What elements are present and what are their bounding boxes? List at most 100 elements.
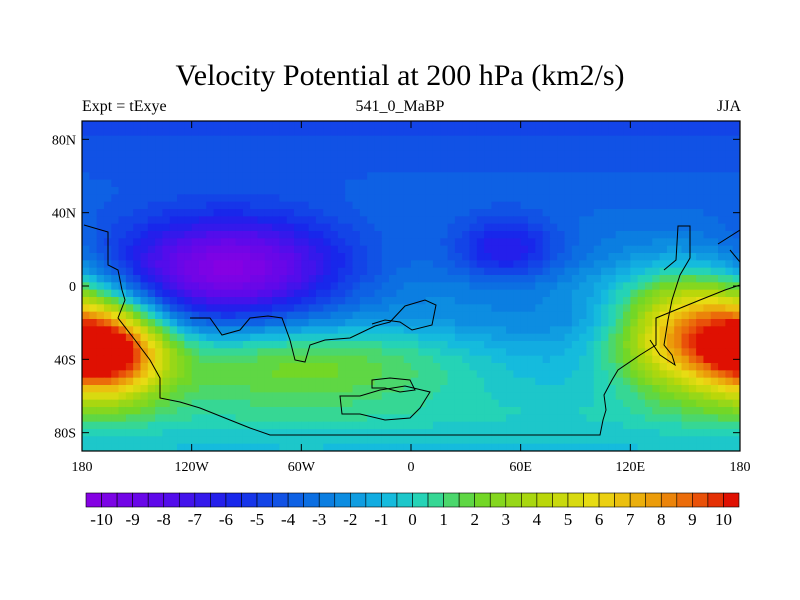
field-cell: [250, 355, 259, 364]
field-cell: [118, 143, 127, 151]
field-cell: [681, 150, 690, 159]
colorbar-label: 4: [533, 510, 542, 529]
field-cell: [542, 341, 551, 349]
field-cell: [447, 414, 456, 423]
field-cell: [118, 297, 127, 305]
field-cell: [264, 201, 273, 210]
field-cell: [732, 238, 740, 247]
field-cell: [323, 245, 332, 254]
field-cell: [264, 355, 273, 364]
field-cell: [389, 407, 397, 415]
field-cell: [206, 363, 215, 371]
field-cell: [242, 311, 251, 320]
field-cell: [82, 121, 90, 129]
field-cell: [257, 157, 266, 166]
field-cell: [652, 135, 661, 144]
field-cell: [345, 245, 354, 254]
field-cell: [389, 363, 397, 371]
field-cell: [440, 121, 449, 129]
field-cell: [462, 414, 471, 423]
field-cell: [147, 429, 156, 437]
coastline-africa-europe: [190, 299, 437, 363]
field-cell: [571, 414, 580, 423]
field-cell: [111, 157, 120, 166]
x-tick-label: 0: [408, 460, 415, 475]
field-cell: [162, 172, 171, 181]
field-cell: [630, 121, 639, 129]
field-cell: [337, 216, 346, 225]
field-cell: [367, 392, 376, 401]
field-cell: [96, 304, 105, 313]
field-cell: [542, 443, 551, 451]
field-cell: [396, 201, 405, 210]
field-cell: [732, 436, 740, 445]
field-cell: [549, 194, 558, 203]
field-cell: [513, 421, 522, 430]
field-cell: [579, 414, 588, 423]
field-cell: [571, 201, 580, 210]
field-cell: [696, 311, 705, 320]
field-cell: [191, 194, 200, 203]
field-cell: [323, 223, 332, 232]
field-cell: [425, 135, 434, 144]
field-cell: [359, 341, 368, 349]
field-cell: [125, 150, 134, 159]
field-cell: [169, 121, 178, 129]
field-cell: [469, 201, 478, 210]
field-cell: [250, 201, 259, 210]
field-cell: [242, 304, 251, 313]
field-cell: [286, 377, 295, 386]
field-cell: [418, 363, 427, 371]
field-cell: [198, 436, 207, 445]
field-cell: [476, 297, 485, 305]
field-cell: [396, 260, 405, 269]
field-cell: [294, 216, 302, 225]
field-cell: [125, 223, 134, 232]
field-cell: [718, 231, 726, 239]
field-cell: [710, 443, 719, 451]
field-cell: [308, 304, 317, 313]
field-cell: [359, 223, 368, 232]
field-cell: [191, 128, 200, 137]
field-cell: [191, 223, 200, 232]
field-cell: [608, 429, 617, 437]
field-cell: [147, 443, 156, 451]
field-cell: [637, 326, 646, 335]
field-cell: [315, 304, 324, 313]
field-cell: [432, 121, 441, 129]
field-cell: [601, 201, 609, 210]
field-cell: [184, 348, 193, 357]
colorbar-label: -2: [343, 510, 357, 529]
field-cell: [286, 333, 295, 342]
field-cell: [294, 187, 302, 195]
field-cell: [235, 333, 244, 342]
field-cell: [389, 238, 397, 247]
field-cell: [469, 267, 478, 276]
field-cell: [228, 179, 237, 188]
field-cell: [264, 407, 273, 415]
field-cell: [228, 407, 237, 415]
field-cell: [666, 238, 675, 247]
field-cell: [198, 377, 207, 386]
field-cell: [623, 253, 631, 261]
field-cell: [301, 414, 310, 423]
field-cell: [198, 201, 207, 210]
field-cell: [535, 429, 544, 437]
field-cell: [608, 319, 617, 327]
field-cell: [681, 297, 690, 305]
field-cell: [520, 282, 529, 291]
field-cell: [637, 355, 646, 364]
field-cell: [601, 436, 609, 445]
field-cell: [359, 216, 368, 225]
field-cell: [520, 179, 529, 188]
field-cell: [476, 319, 485, 327]
colorbar-label: -1: [374, 510, 388, 529]
field-cell: [571, 282, 580, 291]
field-cell: [213, 143, 222, 151]
field-cell: [286, 135, 295, 144]
field-cell: [264, 348, 273, 357]
field-cell: [491, 319, 500, 327]
field-cell: [294, 238, 302, 247]
field-cell: [315, 165, 324, 173]
field-cell: [520, 436, 529, 445]
